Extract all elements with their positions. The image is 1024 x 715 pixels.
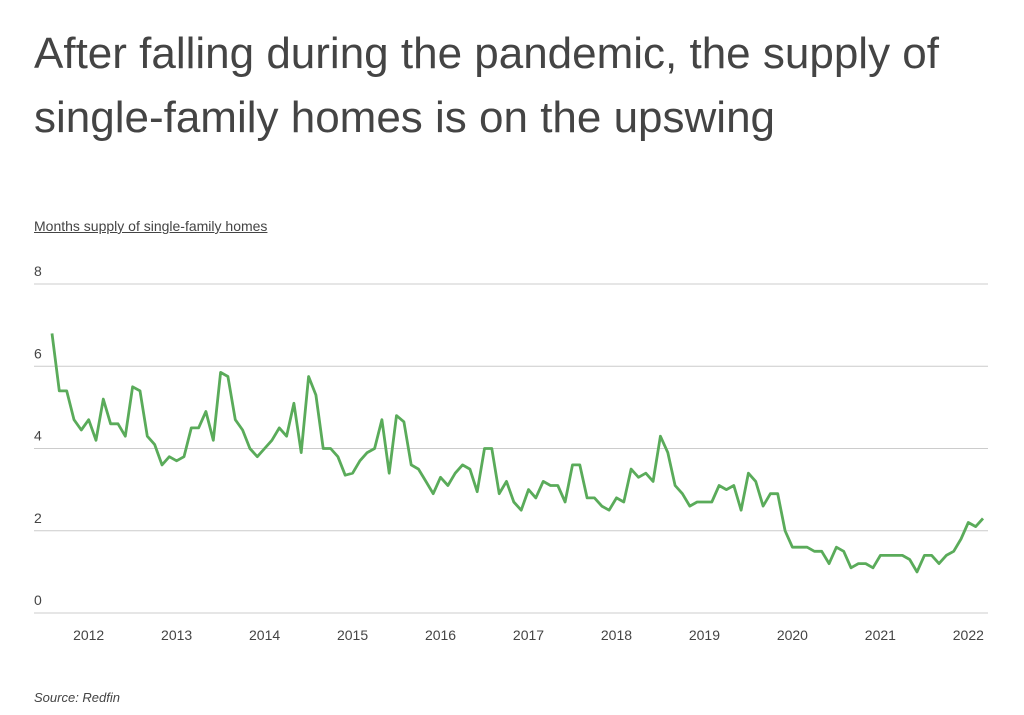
x-tick-label: 2021 bbox=[865, 627, 896, 643]
x-tick-label: 2019 bbox=[689, 627, 720, 643]
x-tick-label: 2015 bbox=[337, 627, 368, 643]
x-tick-label: 2018 bbox=[601, 627, 632, 643]
x-tick-label: 2020 bbox=[777, 627, 808, 643]
y-axis-label: Months supply of single-family homes bbox=[34, 218, 268, 234]
y-tick-label: 2 bbox=[34, 510, 42, 526]
chart: 0 2 4 6 8 2012 2013 2014 2015 2016 2017 2018 2019 202… bbox=[34, 263, 988, 643]
chart-title: After falling during the pandemic, the s… bbox=[34, 29, 939, 142]
x-tick-label: 2012 bbox=[73, 627, 104, 643]
x-tick-label: 2017 bbox=[513, 627, 544, 643]
x-tick-label: 2014 bbox=[249, 627, 280, 643]
y-tick-label: 6 bbox=[34, 345, 42, 361]
x-tick-label: 2022 bbox=[953, 627, 984, 643]
source: Source: Redfin bbox=[34, 690, 120, 705]
y-tick-label: 8 bbox=[34, 263, 42, 279]
data-line bbox=[50, 333, 985, 574]
x-tick-label: 2013 bbox=[161, 627, 192, 643]
x-tick-label: 2016 bbox=[425, 627, 456, 643]
y-tick-label: 4 bbox=[34, 428, 42, 444]
y-tick-label: 0 bbox=[34, 592, 42, 608]
